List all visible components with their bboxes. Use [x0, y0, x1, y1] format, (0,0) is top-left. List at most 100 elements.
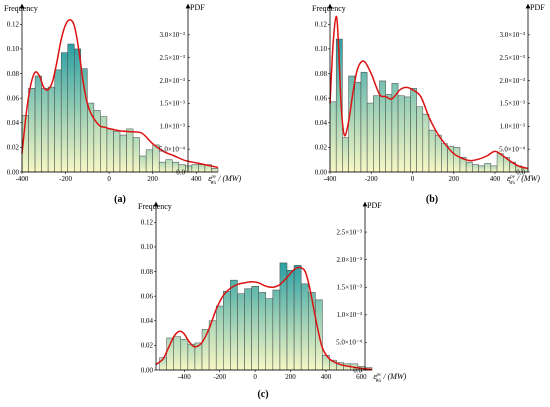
histogram-bar [465, 161, 473, 173]
x-axis-subscript: Ws [509, 181, 515, 186]
panel-label: (c) [257, 389, 268, 400]
histogram-bar [366, 102, 374, 173]
x-tick-label: -200 [213, 373, 226, 381]
right-y-tick-label: 1.0×10⁻³ [160, 123, 186, 131]
histogram-bar [434, 134, 442, 173]
histogram-bar [404, 96, 411, 173]
histogram-bar [308, 292, 316, 371]
x-axis-symbol: ε [208, 174, 212, 183]
right-y-tick-label: 1.5×10⁻³ [337, 284, 363, 292]
pdf-curve [329, 15, 529, 170]
histogram-bar [496, 153, 504, 173]
histogram-bar [208, 320, 217, 371]
histogram-bar [215, 305, 224, 371]
left-y-tick-label: 0.08 [7, 70, 20, 78]
x-axis-symbol: ε [373, 372, 377, 381]
x-tick-label: 0 [253, 373, 257, 381]
right-y-tick-label: 5.0×10⁻⁴ [499, 145, 525, 153]
histogram-bar [54, 69, 62, 173]
histogram-bar [113, 131, 121, 173]
panel-a: 0.000.020.040.060.080.100.12Frequency0.0… [4, 3, 241, 205]
histogram-bar [126, 128, 134, 173]
left-y-axis-title: Frequency [312, 4, 346, 13]
histogram-bar [223, 290, 231, 371]
left-y-tick-label: 0.04 [315, 119, 328, 127]
x-axis-subscript: Ws [375, 379, 381, 384]
left-y-tick-label: 0.08 [141, 268, 154, 276]
histogram-bar [329, 101, 337, 173]
histogram-bar [132, 137, 140, 173]
left-y-tick-label: 0.02 [141, 342, 154, 350]
x-tick-label: 0 [107, 175, 111, 183]
left-y-tick-label: 0.00 [141, 366, 154, 374]
x-axis-unit: / (MW) [382, 372, 406, 381]
x-tick-label: -400 [178, 373, 191, 381]
left-y-tick-label: 0.04 [7, 119, 20, 127]
histogram-bar [198, 164, 206, 173]
right-y-tick-label: 5.0×10⁻⁴ [336, 339, 362, 347]
x-tick-label: -200 [365, 175, 378, 183]
histogram-bar [41, 88, 49, 173]
left-y-tick-label: 0.08 [315, 70, 328, 78]
histogram-bar [360, 72, 368, 173]
histogram-bar [422, 113, 430, 173]
histogram-bar [286, 270, 295, 371]
histogram-bar [180, 338, 189, 371]
histogram-bar [106, 128, 114, 173]
histogram-bar [428, 129, 436, 173]
histogram-bar [373, 95, 380, 173]
pdf-curve [21, 19, 219, 169]
histogram-bar [410, 88, 417, 173]
right-y-tick-label: 2.5×10⁻³ [160, 54, 186, 62]
histogram-bar [47, 86, 55, 173]
histogram-bar [258, 292, 267, 371]
left-y-tick-label: 0.06 [141, 292, 154, 300]
x-tick-label: -200 [59, 175, 72, 183]
x-axis-unit: / (MW) [217, 174, 241, 183]
histogram-bar [230, 279, 238, 371]
x-axis-title: εpv Ws/ (MW) [208, 174, 241, 186]
left-y-tick-label: 0.10 [7, 45, 20, 53]
histogram-bar [478, 165, 485, 173]
histogram-bar [385, 94, 393, 173]
x-axis-unit: / (MW) [516, 174, 540, 183]
x-tick-label: 400 [490, 175, 501, 183]
x-axis-title: εpv Ws/ (MW) [373, 372, 406, 384]
left-y-tick-label: 0.00 [315, 168, 328, 176]
left-y-tick-label: 0.12 [141, 219, 154, 227]
left-y-tick-label: 0.06 [315, 94, 328, 102]
histogram-bar [490, 165, 498, 173]
histogram-bar [211, 168, 219, 173]
histogram-bar [100, 116, 108, 173]
histogram-bar [60, 52, 68, 173]
x-tick-label: 0 [411, 175, 415, 183]
histogram-bar [139, 155, 147, 173]
x-tick-label: -400 [16, 175, 29, 183]
left-y-tick-label: 0.00 [7, 168, 20, 176]
left-y-tick-label: 0.06 [7, 94, 20, 102]
right-y-tick-label: 3.0×10⁻³ [500, 31, 526, 39]
histogram-bar [191, 164, 199, 173]
histogram-bar [453, 147, 461, 173]
right-y-tick-label: 1.0×10⁻³ [337, 311, 363, 319]
histogram-bar [145, 149, 153, 173]
left-y-tick-label: 0.02 [315, 144, 328, 152]
histogram-bar [158, 161, 166, 173]
right-y-tick-label: 2.0×10⁻³ [337, 256, 363, 264]
left-y-tick-label: 0.02 [7, 144, 20, 152]
histogram-bar [272, 289, 281, 371]
histogram-bar [34, 75, 42, 173]
histogram-bar [28, 88, 36, 173]
panel-b: 0.000.020.040.060.080.100.12Frequency0.0… [312, 3, 545, 205]
right-y-tick-label: 1.5×10⁻³ [500, 100, 526, 108]
x-tick-label: 400 [321, 373, 332, 381]
right-y-tick-label: 3.0×10⁻³ [160, 31, 186, 39]
x-tick-label: 200 [285, 373, 296, 381]
right-y-tick-label: 1.5×10⁻³ [160, 100, 186, 108]
x-axis-subscript: Ws [210, 181, 216, 186]
histogram-bar [185, 165, 193, 173]
right-y-tick-label: 1.0×10⁻³ [500, 123, 526, 131]
x-tick-label: -400 [324, 175, 337, 183]
histogram-bar [265, 298, 274, 371]
